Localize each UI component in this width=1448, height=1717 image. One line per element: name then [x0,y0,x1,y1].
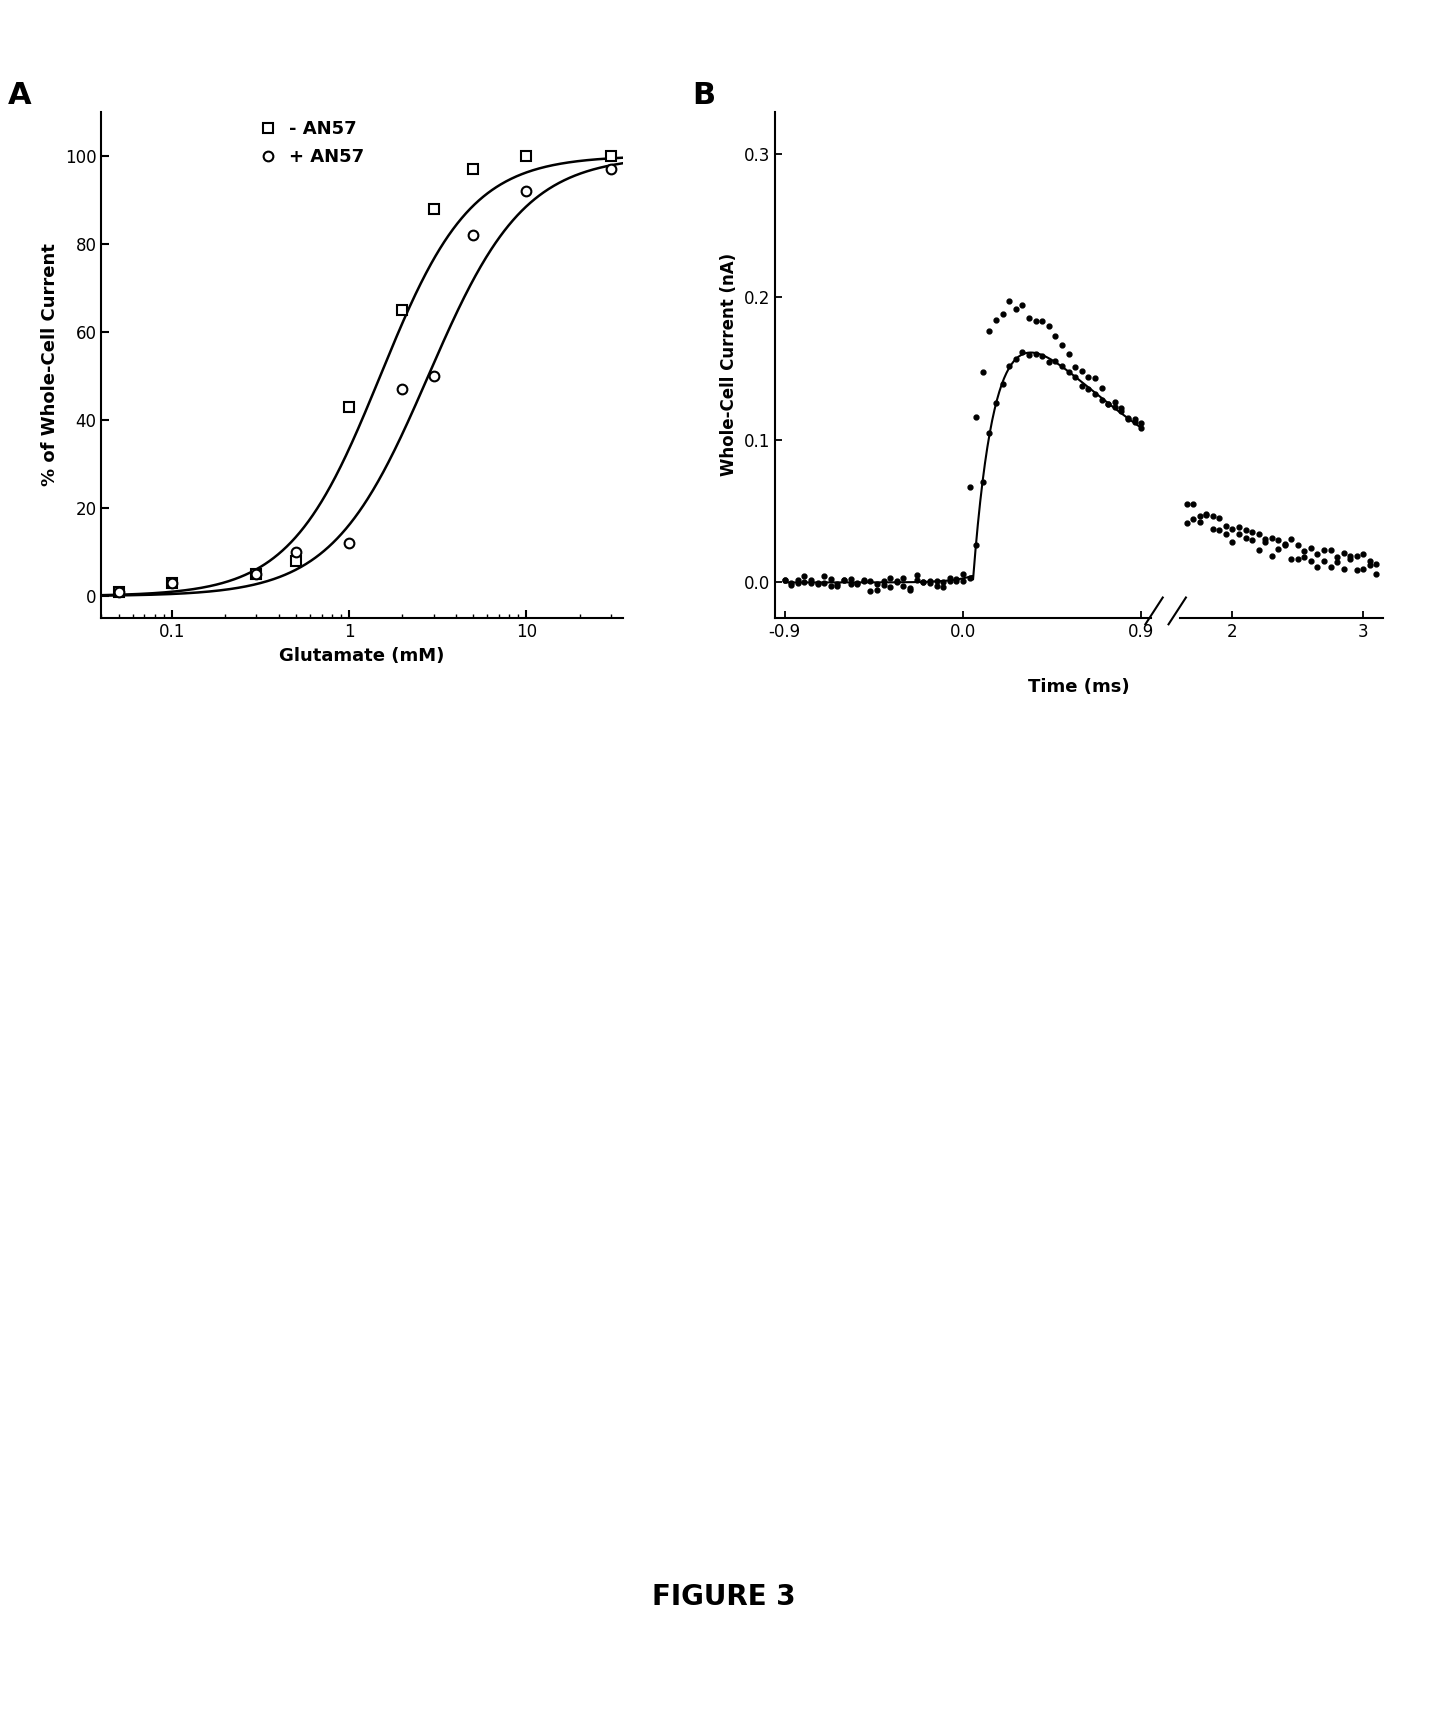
X-axis label: Glutamate (mM): Glutamate (mM) [279,647,445,664]
Line: - AN57: - AN57 [114,151,615,596]
+ AN57 [340,532,358,553]
- AN57 [287,551,304,572]
+ AN57 [164,572,181,592]
- AN57 [110,582,127,603]
Y-axis label: % of Whole-Cell Current: % of Whole-Cell Current [42,244,59,486]
- AN57 [424,197,442,218]
Line: + AN57: + AN57 [114,165,615,596]
+ AN57 [465,225,482,246]
+ AN57 [394,379,411,400]
- AN57 [248,563,265,584]
+ AN57 [602,158,620,179]
- AN57 [164,572,181,592]
- AN57 [340,397,358,417]
Text: B: B [692,81,715,110]
+ AN57 [287,543,304,563]
- AN57 [517,146,534,167]
Text: Time (ms): Time (ms) [1028,678,1129,695]
Legend: - AN57, + AN57: - AN57, + AN57 [256,120,363,167]
- AN57 [394,299,411,319]
+ AN57 [110,582,127,603]
Text: FIGURE 3: FIGURE 3 [652,1583,796,1611]
- AN57 [465,158,482,179]
+ AN57 [424,366,442,386]
Text: A: A [7,81,32,110]
Y-axis label: Whole-Cell Current (nA): Whole-Cell Current (nA) [720,254,738,476]
+ AN57 [248,563,265,584]
+ AN57 [517,180,534,201]
- AN57 [602,146,620,167]
